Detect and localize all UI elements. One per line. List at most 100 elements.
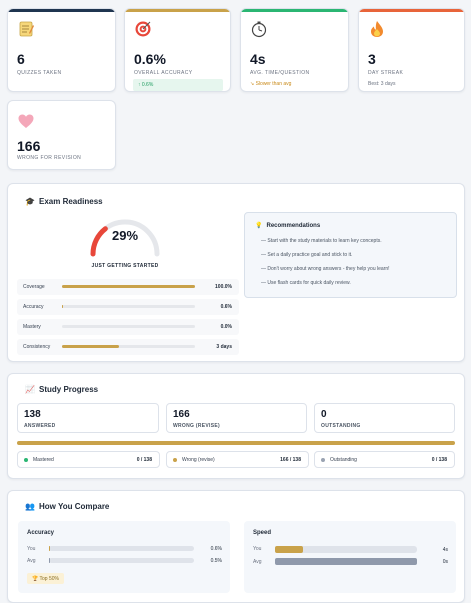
how-you-compare-title: 👥 How You Compare — [25, 502, 109, 511]
recommendations-title: 💡 Recommendations — [255, 222, 320, 229]
speed-avg-value: 0s — [442, 559, 448, 565]
accuracy-you-fill — [49, 546, 50, 551]
you-label: You — [253, 546, 262, 552]
answered-value: 138 — [24, 409, 41, 420]
metric-track — [62, 305, 195, 308]
legend-count: 0 / 138 — [136, 457, 152, 463]
accuracy-you-track — [49, 546, 194, 551]
legend-mastered: Mastered 0 / 138 — [17, 451, 160, 468]
target-icon — [134, 20, 152, 38]
graduation-cap-icon: 🎓 — [25, 197, 35, 206]
legend-name: Wrong (revise) — [182, 457, 215, 463]
heart-icon — [17, 112, 35, 130]
gauge-fill — [90, 226, 108, 257]
metric-track — [62, 345, 195, 348]
accuracy-you-value: 0.6% — [210, 546, 222, 552]
quizzes-taken-value: 6 — [17, 51, 25, 67]
metric-label: Mastery — [23, 324, 41, 330]
legend-dot — [321, 458, 325, 462]
recommendations-box: 💡 Recommendations — Start with the study … — [244, 212, 457, 298]
speed-you-track — [275, 546, 417, 553]
study-progress-title: 📈 Study Progress — [25, 385, 98, 394]
metric-label: Consistency — [23, 344, 51, 350]
metric-value: 3 days — [216, 344, 232, 350]
arrow-icon: ↘ — [250, 81, 255, 87]
exam-readiness-title: 🎓 Exam Readiness — [25, 197, 103, 206]
legend-wrong-revise: Wrong (revise) 166 / 138 — [166, 451, 309, 468]
avg-label: Avg — [27, 558, 36, 564]
answered-box: 138 ANSWERED — [17, 403, 159, 433]
accuracy-compare-box: Accuracy You 0.6% Avg 0.5% 🏆 Top 50% — [18, 521, 230, 593]
memo-icon — [17, 20, 35, 38]
metric-label: Accuracy — [23, 304, 44, 310]
day-streak-label: DAY STREAK — [368, 70, 404, 76]
stat-card-accuracy: 0.6% OVERALL ACCURACY ↑ 0.6% — [124, 8, 231, 92]
wrong-revision-label: WRONG FOR REVISION — [17, 155, 82, 161]
readiness-status: JUST GETTING STARTED — [91, 263, 159, 269]
metric-value: 0.0% — [220, 324, 232, 330]
metric-label: Coverage — [23, 284, 45, 290]
study-progress-title-text: Study Progress — [39, 385, 99, 394]
speed-avg-track — [275, 558, 417, 565]
stat-card-streak: 3 DAY STREAK Best: 3 days — [358, 8, 465, 92]
answered-label: ANSWERED — [24, 423, 56, 429]
stat-card-quizzes: 6 QUIZZES TAKEN — [7, 8, 116, 92]
metric-fill — [62, 305, 63, 308]
wrong-revise-value: 166 — [173, 409, 190, 420]
lightbulb-icon: 💡 — [255, 223, 263, 229]
metric-track — [62, 285, 195, 288]
recommendation-text: Set a daily practice goal and stick to i… — [267, 252, 353, 258]
metric-fill — [62, 285, 195, 288]
card-accent-bar — [359, 9, 464, 12]
metric-value: 100.0% — [215, 284, 232, 290]
metric-row-accuracy: Accuracy 0.6% — [17, 299, 239, 315]
people-icon: 👥 — [25, 502, 35, 511]
speed-avg-fill — [275, 558, 417, 565]
card-accent-bar — [241, 9, 348, 12]
stat-card-wrong-revision: 166 WRONG FOR REVISION — [7, 100, 116, 170]
legend-outstanding: Outstanding 0 / 138 — [314, 451, 455, 468]
progress-bar — [17, 441, 455, 445]
metric-row-consistency: Consistency 3 days — [17, 339, 239, 355]
accuracy-avg-value: 0.5% — [210, 558, 222, 564]
metric-row-coverage: Coverage 100.0% — [17, 279, 239, 295]
recommendation-item: — Use flash cards for quick daily review… — [261, 280, 351, 286]
speed-compare-box: Speed You 4s Avg 0s — [244, 521, 456, 593]
avg-time-label: AVG. TIME/QUESTION — [250, 70, 310, 76]
recommendation-item: — Set a daily practice goal and stick to… — [261, 252, 353, 258]
you-label: You — [27, 546, 36, 552]
outstanding-label: OUTSTANDING — [321, 423, 361, 429]
overall-accuracy-label: OVERALL ACCURACY — [134, 70, 193, 76]
stat-card-avg-time: 4s AVG. TIME/QUESTION ↘ Slower than avg — [240, 8, 349, 92]
readiness-metrics: Coverage 100.0% Accuracy 0.6% Mastery 0.… — [17, 279, 239, 357]
how-you-compare-title-text: How You Compare — [39, 502, 110, 511]
metric-row-mastery: Mastery 0.0% — [17, 319, 239, 335]
wrong-revision-value: 166 — [17, 138, 41, 154]
legend-count: 0 / 138 — [431, 457, 447, 463]
best-streak-note: Best: 3 days — [368, 81, 396, 87]
speed-you-fill — [275, 546, 304, 553]
avg-time-note-text: Slower than avg — [255, 81, 292, 87]
accuracy-compare-title: Accuracy — [27, 530, 55, 536]
accuracy-change-badge: ↑ 0.6% — [133, 79, 223, 91]
card-accent-bar — [8, 9, 115, 12]
legend-name: Outstanding — [330, 457, 357, 463]
speed-you-value: 4s — [442, 547, 448, 553]
recommendation-text: Start with the study materials to learn … — [267, 238, 382, 244]
legend-dot — [24, 458, 28, 462]
avg-label: Avg — [253, 559, 262, 565]
wrong-revise-label: WRONG (REVISE) — [173, 423, 220, 429]
outstanding-value: 0 — [321, 409, 327, 420]
speed-compare-title: Speed — [253, 530, 272, 536]
legend-name: Mastered — [33, 457, 54, 463]
avg-time-note: ↘ Slower than avg — [250, 81, 291, 87]
accuracy-avg-track — [49, 558, 194, 563]
outstanding-box: 0 OUTSTANDING — [314, 403, 455, 433]
accuracy-avg-fill — [49, 558, 50, 563]
overall-accuracy-value: 0.6% — [134, 51, 166, 67]
wrong-revise-box: 166 WRONG (REVISE) — [166, 403, 307, 433]
readiness-percent: 29% — [111, 228, 139, 243]
how-you-compare-panel: 👥 How You Compare Accuracy You 0.6% Avg 0… — [7, 490, 465, 603]
legend-count: 166 / 138 — [280, 457, 301, 463]
metric-track — [62, 325, 195, 328]
